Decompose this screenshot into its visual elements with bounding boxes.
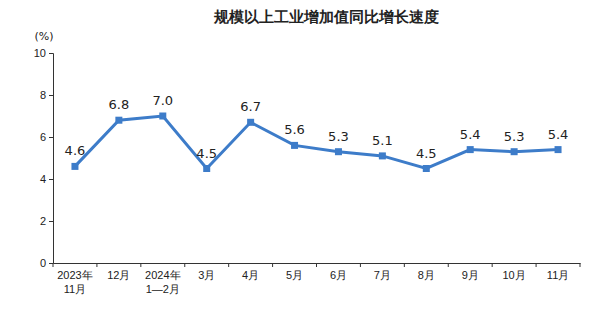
data-label: 4.5	[196, 146, 217, 161]
marker	[511, 148, 518, 155]
y-tick-mark	[49, 221, 53, 222]
x-separator	[316, 263, 317, 267]
y-tick: 0	[40, 257, 53, 269]
data-label: 5.1	[372, 133, 393, 148]
x-separator	[53, 263, 54, 267]
chart-svg: 规模以上工业增加值同比增长速度 (%) 0 2 4 6 8 10 2023年11月 12月 2024…	[0, 0, 602, 317]
y-tick: 10	[34, 47, 53, 59]
x-separator	[96, 263, 97, 267]
data-label: 5.3	[504, 129, 525, 144]
series-line	[75, 116, 558, 169]
data-label: 5.4	[548, 127, 569, 142]
y-tick-mark	[49, 53, 53, 54]
marker	[379, 152, 386, 159]
y-tick: 8	[40, 89, 53, 101]
y-tick-label: 4	[40, 173, 46, 185]
y-axis-title: (%)	[34, 30, 53, 43]
data-label: 7.0	[152, 93, 173, 108]
data-labels: 4.6 6.8 7.0 4.5 6.7 5.6 5.3 5.1 4.5 5.4 5.3 5.4	[65, 93, 569, 161]
x-tick-label: 8月	[418, 269, 435, 281]
x-separator	[360, 263, 361, 267]
marker	[159, 113, 166, 120]
x-tick-label: 3月	[198, 269, 215, 281]
x-separator	[580, 263, 581, 267]
y-tick-mark	[49, 95, 53, 96]
marker	[291, 142, 298, 149]
marker	[335, 148, 342, 155]
x-tick-label: 4月	[242, 269, 259, 281]
x-separator	[272, 263, 273, 267]
x-tick-label: 9月	[462, 269, 479, 281]
x-separator	[404, 263, 405, 267]
y-axis-line	[49, 54, 54, 264]
data-label: 4.6	[65, 143, 86, 158]
x-tick: 2024年1—2月	[145, 269, 180, 295]
y-tick-mark	[49, 179, 53, 180]
x-tick-label: 2023年11月	[57, 269, 92, 295]
x-tick-label: 7月	[374, 269, 391, 281]
marker	[203, 165, 210, 172]
x-tick: 6月	[330, 269, 347, 281]
x-separator	[140, 263, 141, 267]
data-label: 6.8	[109, 97, 130, 112]
y-tick: 4	[40, 173, 53, 185]
x-tick: 2023年11月	[57, 269, 92, 295]
marker	[71, 163, 78, 170]
x-separator	[448, 263, 449, 267]
x-tick: 3月	[198, 269, 215, 281]
y-tick-label: 10	[34, 47, 46, 59]
x-tick: 8月	[418, 269, 435, 281]
data-label: 5.6	[284, 122, 305, 137]
marker	[423, 165, 430, 172]
data-label: 5.3	[328, 129, 349, 144]
data-label: 5.4	[460, 127, 481, 142]
marker	[247, 119, 254, 126]
y-tick: 2	[40, 215, 53, 227]
x-tick: 7月	[374, 269, 391, 281]
plot-area	[71, 113, 561, 173]
x-tick: 10月	[503, 269, 526, 281]
marker	[115, 117, 122, 124]
x-tick: 4月	[242, 269, 259, 281]
marker	[555, 146, 562, 153]
x-axis: 2023年11月 12月 2024年1—2月 3月 4月 5月 6月 7月 8月 9月 10月 11月	[54, 264, 581, 295]
x-separator	[184, 263, 185, 267]
x-separator	[492, 263, 493, 267]
x-separators	[53, 263, 580, 267]
x-tick-label: 10月	[503, 269, 526, 281]
x-tick: 12月	[107, 269, 130, 281]
y-tick-label: 8	[40, 89, 46, 101]
x-tick: 5月	[286, 269, 303, 281]
x-tick-label: 12月	[107, 269, 130, 281]
chart-title: 规模以上工业增加值同比增长速度	[213, 8, 439, 26]
y-tick-label: 0	[40, 257, 46, 269]
x-tick-label: 2024年1—2月	[145, 269, 180, 295]
y-tick-mark	[49, 137, 53, 138]
y-tick-mark	[49, 263, 53, 264]
y-tick-label: 6	[40, 131, 46, 143]
x-separator	[536, 263, 537, 267]
marker	[467, 146, 474, 153]
x-tick-label: 5月	[286, 269, 303, 281]
data-label: 4.5	[416, 146, 437, 161]
x-tick: 9月	[462, 269, 479, 281]
y-tick: 6	[40, 131, 53, 143]
data-label: 6.7	[240, 99, 261, 114]
y-axis: 0 2 4 6 8 10	[34, 47, 54, 269]
x-tick-label: 6月	[330, 269, 347, 281]
x-tick-label: 11月	[547, 269, 569, 281]
x-separator	[228, 263, 229, 267]
y-tick-label: 2	[40, 215, 46, 227]
chart-container: 规模以上工业增加值同比增长速度 (%) 0 2 4 6 8 10 2023年11月 12月 2024…	[0, 0, 602, 317]
x-tick: 11月	[547, 269, 569, 281]
